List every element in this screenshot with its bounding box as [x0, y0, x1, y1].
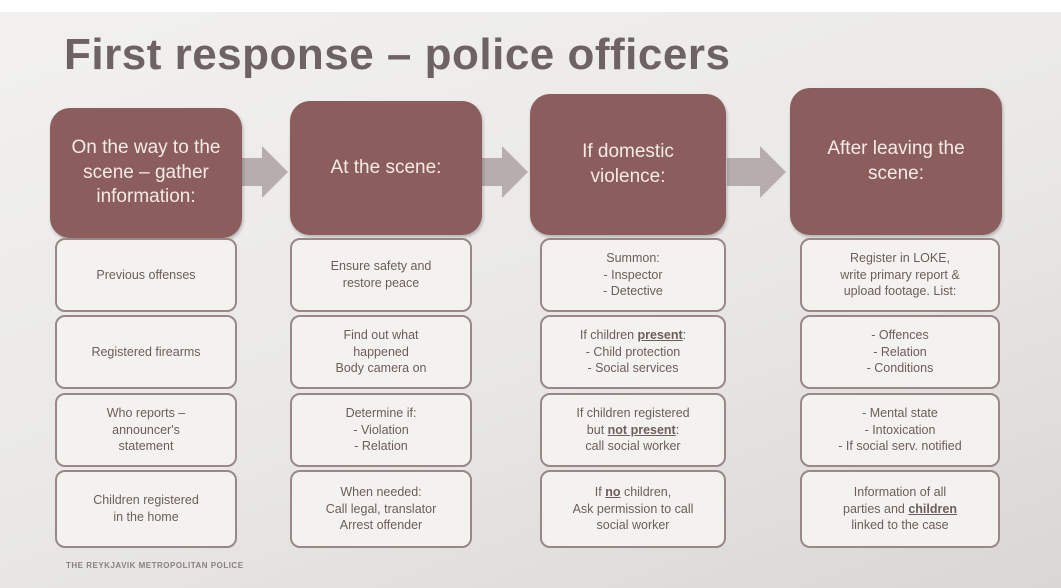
item-line: statement — [119, 438, 174, 455]
column-header: At the scene: — [290, 101, 482, 235]
item-line: call social worker — [585, 438, 680, 455]
item-line: - Child protection — [586, 344, 681, 361]
item-line: Registered firearms — [91, 344, 200, 361]
emphasis: children — [908, 502, 957, 516]
item-line: restore peace — [343, 275, 419, 292]
item-box: Previous offenses — [55, 238, 237, 312]
text-run: If — [595, 485, 605, 499]
item-line: - Violation — [353, 422, 408, 439]
item-line: Children registered — [93, 492, 199, 509]
item-box: - Offences- Relation- Conditions — [800, 315, 1000, 389]
item-line: Call legal, translator — [326, 501, 436, 518]
text-run: If children — [580, 328, 638, 342]
text-run: : — [676, 423, 679, 437]
text-run: : — [683, 328, 686, 342]
text-run: children, — [620, 485, 671, 499]
item-line: - Mental state — [862, 405, 938, 422]
item-box: - Mental state- Intoxication- If social … — [800, 393, 1000, 467]
item-line: Previous offenses — [96, 267, 195, 284]
item-line: but not present: — [587, 422, 679, 439]
item-box: Determine if:- Violation- Relation — [290, 393, 472, 467]
item-line: social worker — [597, 517, 670, 534]
item-line: in the home — [113, 509, 178, 526]
item-line: Register in LOKE, — [850, 250, 950, 267]
item-line: announcer's — [112, 422, 180, 439]
item-line: write primary report & — [840, 267, 959, 284]
item-line: - Detective — [603, 283, 663, 300]
item-line: Summon: — [606, 250, 660, 267]
item-line: parties and children — [843, 501, 957, 518]
emphasis: no — [605, 485, 620, 499]
arrow — [727, 146, 786, 198]
item-box: Register in LOKE,write primary report &u… — [800, 238, 1000, 312]
item-line: - If social serv. notified — [838, 438, 961, 455]
footer: THE REYKJAVIK METROPOLITAN POLICE — [66, 561, 244, 570]
item-box: Registered firearms — [55, 315, 237, 389]
arrow — [242, 146, 288, 198]
slide: First response – police officers THE REY… — [0, 0, 1061, 588]
item-line: linked to the case — [851, 517, 948, 534]
item-line: When needed: — [340, 484, 421, 501]
item-line: - Relation — [873, 344, 927, 361]
item-line: Determine if: — [346, 405, 417, 422]
item-line: - Conditions — [867, 360, 934, 377]
item-line: - Offences — [871, 327, 928, 344]
item-line: If no children, — [595, 484, 671, 501]
item-line: Ask permission to call — [573, 501, 694, 518]
item-line: - Social services — [588, 360, 679, 377]
item-line: If children registered — [576, 405, 689, 422]
item-box: Summon:- Inspector- Detective — [540, 238, 726, 312]
item-line: If children present: — [580, 327, 686, 344]
arrow — [482, 146, 528, 198]
item-line: - Relation — [354, 438, 408, 455]
item-line: - Intoxication — [865, 422, 936, 439]
column-header: If domestic violence: — [530, 94, 726, 235]
item-line: Arrest offender — [340, 517, 422, 534]
text-run: parties and — [843, 502, 908, 516]
item-line: Who reports – — [107, 405, 186, 422]
column-header: On the way to the scene – gather informa… — [50, 108, 242, 238]
emphasis: not present — [608, 423, 676, 437]
item-line: Find out what — [343, 327, 418, 344]
emphasis: present — [638, 328, 683, 342]
item-box: If children present:- Child protection- … — [540, 315, 726, 389]
item-line: Ensure safety and — [331, 258, 432, 275]
item-line: happened — [353, 344, 409, 361]
item-line: upload footage. List: — [844, 283, 957, 300]
item-line: Information of all — [854, 484, 946, 501]
item-line: Body camera on — [335, 360, 426, 377]
text-run: but — [587, 423, 608, 437]
column-header: After leaving the scene: — [790, 88, 1002, 235]
item-line: - Inspector — [603, 267, 662, 284]
